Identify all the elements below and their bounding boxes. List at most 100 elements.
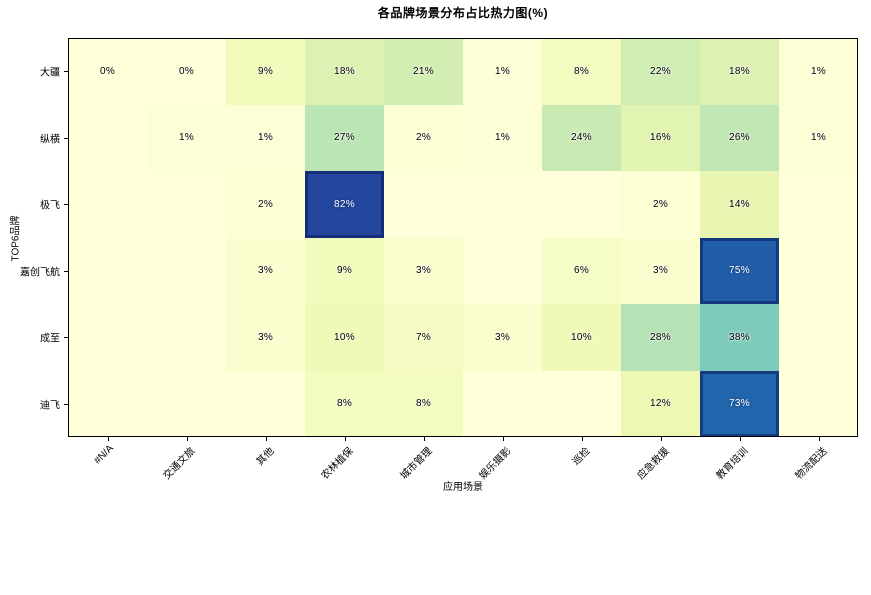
cell-value-label: 3% — [257, 331, 274, 343]
heatmap-cell: 28% — [621, 304, 700, 371]
y-axis-title: TOP6品牌 — [10, 215, 22, 262]
cell-value-label: 26% — [729, 132, 750, 144]
cell-value-label: 1% — [810, 132, 827, 144]
heatmap-cell: 2% — [384, 104, 463, 171]
heatmap-cell: 3% — [384, 237, 463, 304]
cell-value-label: 73% — [729, 398, 750, 410]
cell-value-label: 1% — [494, 132, 511, 144]
cell-value-label: 16% — [650, 132, 671, 144]
cell-value-label: 12% — [650, 398, 671, 410]
cell-value-label: 9% — [336, 265, 353, 277]
heatmap-cell — [68, 171, 147, 238]
y-tick-label: 极飞 — [40, 200, 60, 212]
cell-value-label: 2% — [257, 198, 274, 210]
heatmap-cell — [68, 104, 147, 171]
x-tick-mark — [581, 437, 583, 441]
cell-value-label: 10% — [334, 331, 355, 343]
x-tick-label: 巡检 — [570, 445, 593, 468]
heatmap-cell: 26% — [700, 104, 779, 171]
x-tick-label: 教育培训 — [714, 445, 751, 482]
cell-value-label: 3% — [257, 265, 274, 277]
heatmap-cell: 1% — [463, 38, 542, 105]
heatmap-cell: 1% — [779, 104, 858, 171]
heatmap-cell: 82% — [305, 171, 384, 238]
heatmap-cell — [226, 370, 305, 437]
heatmap-cell: 9% — [305, 237, 384, 304]
cell-value-label: 9% — [257, 65, 274, 77]
heatmap-cell: 3% — [463, 304, 542, 371]
heatmap-cell — [779, 171, 858, 238]
x-tick-mark — [660, 437, 662, 441]
heatmap-cell: 38% — [700, 304, 779, 371]
heatmap-cell: 9% — [226, 38, 305, 105]
heatmap-cell: 12% — [621, 370, 700, 437]
cell-value-label: 1% — [810, 65, 827, 77]
x-tick-label: 娱乐摄影 — [477, 445, 514, 482]
heatmap-cell — [463, 171, 542, 238]
heatmap-cell — [147, 237, 226, 304]
x-tick-label: 其他 — [254, 445, 277, 468]
heatmap-cell: 8% — [542, 38, 621, 105]
cell-value-label: 6% — [573, 265, 590, 277]
cell-value-label: 8% — [336, 398, 353, 410]
cell-value-label: 10% — [571, 331, 592, 343]
cell-value-label: 8% — [415, 398, 432, 410]
heatmap-cell — [779, 304, 858, 371]
heatmap-cell — [463, 237, 542, 304]
cell-value-label: 18% — [334, 65, 355, 77]
x-tick-label: #N/A — [91, 443, 116, 467]
x-tick-label: 农林植保 — [319, 445, 356, 482]
y-tick-mark — [64, 137, 68, 139]
heatmap-cell: 10% — [542, 304, 621, 371]
chart-title: 各品牌场景分布占比热力图(%) — [377, 6, 549, 20]
heatmap-plot-area: 0% 0% 9% 18% 21% 1% 8% 22% 18% 1% 1% 1% 27% 2% 1% 24% 16… — [68, 38, 858, 437]
heatmap-cell: 1% — [147, 104, 226, 171]
y-tick-mark — [64, 403, 68, 405]
x-tick-mark — [265, 437, 267, 441]
heatmap-cell: 2% — [621, 171, 700, 238]
y-tick-mark — [64, 337, 68, 339]
heatmap-cell: 16% — [621, 104, 700, 171]
heatmap-cell: 0% — [68, 38, 147, 105]
heatmap-cell: 3% — [226, 304, 305, 371]
x-tick-label: 交通文旅 — [161, 445, 198, 482]
heatmap-cell — [779, 370, 858, 437]
heatmap-cell — [68, 237, 147, 304]
heatmap-cell: 8% — [305, 370, 384, 437]
heatmap-cell: 18% — [305, 38, 384, 105]
heatmap-cell: 14% — [700, 171, 779, 238]
heatmap-cell: 7% — [384, 304, 463, 371]
cell-value-label: 8% — [573, 65, 590, 77]
cell-value-label: 3% — [494, 331, 511, 343]
x-tick-mark — [818, 437, 820, 441]
x-tick-mark — [107, 437, 109, 441]
y-tick-label: 嘉创飞航 — [20, 267, 60, 279]
cell-value-label: 3% — [652, 265, 669, 277]
heatmap-cell: 21% — [384, 38, 463, 105]
heatmap-cell — [68, 370, 147, 437]
x-tick-mark — [423, 437, 425, 441]
heatmap-cell: 8% — [384, 370, 463, 437]
cell-value-label: 14% — [729, 198, 750, 210]
heatmap-cell: 1% — [463, 104, 542, 171]
cell-value-label: 38% — [729, 331, 750, 343]
cell-value-label: 7% — [415, 331, 432, 343]
heatmap-cell — [542, 171, 621, 238]
heatmap-cell: 3% — [621, 237, 700, 304]
heatmap-cell — [463, 370, 542, 437]
cell-value-label: 21% — [413, 65, 434, 77]
x-tick-mark — [344, 437, 346, 441]
heatmap-cell — [384, 171, 463, 238]
x-axis-title: 应用场景 — [443, 482, 483, 493]
y-tick-label: 成至 — [40, 333, 60, 345]
x-tick-mark — [186, 437, 188, 441]
heatmap-cell — [779, 237, 858, 304]
heatmap-cell: 18% — [700, 38, 779, 105]
y-tick-label: 迪飞 — [40, 400, 60, 412]
heatmap-cell: 22% — [621, 38, 700, 105]
cell-value-label: 75% — [729, 265, 750, 277]
y-tick-mark — [64, 270, 68, 272]
x-tick-label: 物流配送 — [793, 445, 830, 482]
heatmap-cell: 75% — [700, 237, 779, 304]
y-tick-mark — [64, 71, 68, 73]
